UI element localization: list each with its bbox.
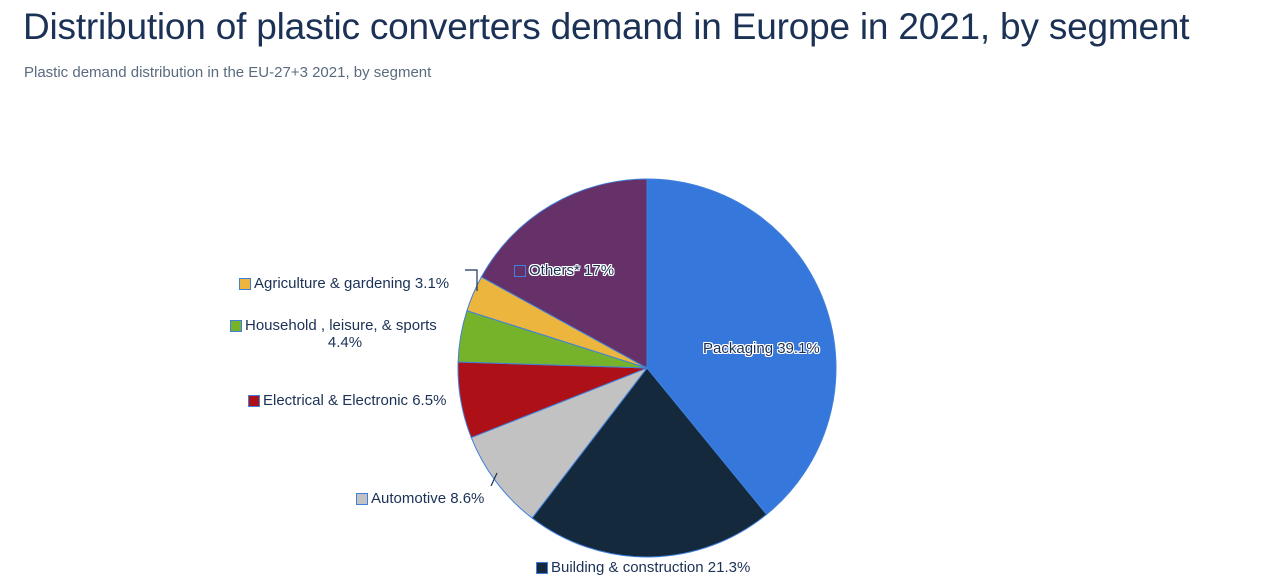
pie-slice-packaging[interactable] — [646, 178, 837, 515]
chart-subtitle: Plastic demand distribution in the EU-27… — [24, 64, 432, 81]
pie-label-building: Building & construction 21.3% — [536, 559, 750, 576]
chart-title: Distribution of plastic converters deman… — [23, 6, 1190, 47]
pie-slice-others[interactable] — [480, 178, 648, 369]
household-label-text: Household , leisure, & sports — [245, 317, 437, 334]
household-label-pct: 4.4% — [327, 334, 363, 351]
pie-slice-building[interactable] — [531, 367, 768, 558]
pie-label-others: Others* 17% — [514, 262, 614, 279]
others-swatch — [514, 264, 526, 277]
electrical-swatch — [248, 394, 260, 407]
agriculture-leader-line — [465, 269, 478, 291]
pie-slice-automotive[interactable] — [470, 367, 648, 519]
pie-slices-group — [457, 178, 837, 558]
pie-label-electrical: Electrical & Electronic 6.5% — [248, 392, 446, 409]
agriculture-swatch — [239, 277, 251, 290]
building-swatch — [536, 561, 548, 574]
pie-label-household: Household , leisure, & sports 4.4% — [230, 317, 460, 351]
pie-label-packaging: Packaging 39.1% — [703, 340, 820, 357]
automotive-swatch — [356, 492, 368, 505]
pie-label-agriculture: Agriculture & gardening 3.1% — [239, 275, 449, 292]
building-label-text: Building & construction 21.3% — [551, 559, 751, 576]
automotive-leader-line — [490, 472, 498, 487]
automotive-label-text: Automotive 8.6% — [371, 490, 485, 507]
agriculture-label-text: Agriculture & gardening 3.1% — [254, 275, 450, 292]
others-label-text: Others* 17% — [529, 262, 615, 279]
pie-label-automotive: Automotive 8.6% — [356, 490, 484, 507]
household-swatch — [230, 319, 242, 332]
electrical-label-text: Electrical & Electronic 6.5% — [263, 392, 447, 409]
packaging-label-text: Packaging 39.1% — [703, 340, 820, 357]
